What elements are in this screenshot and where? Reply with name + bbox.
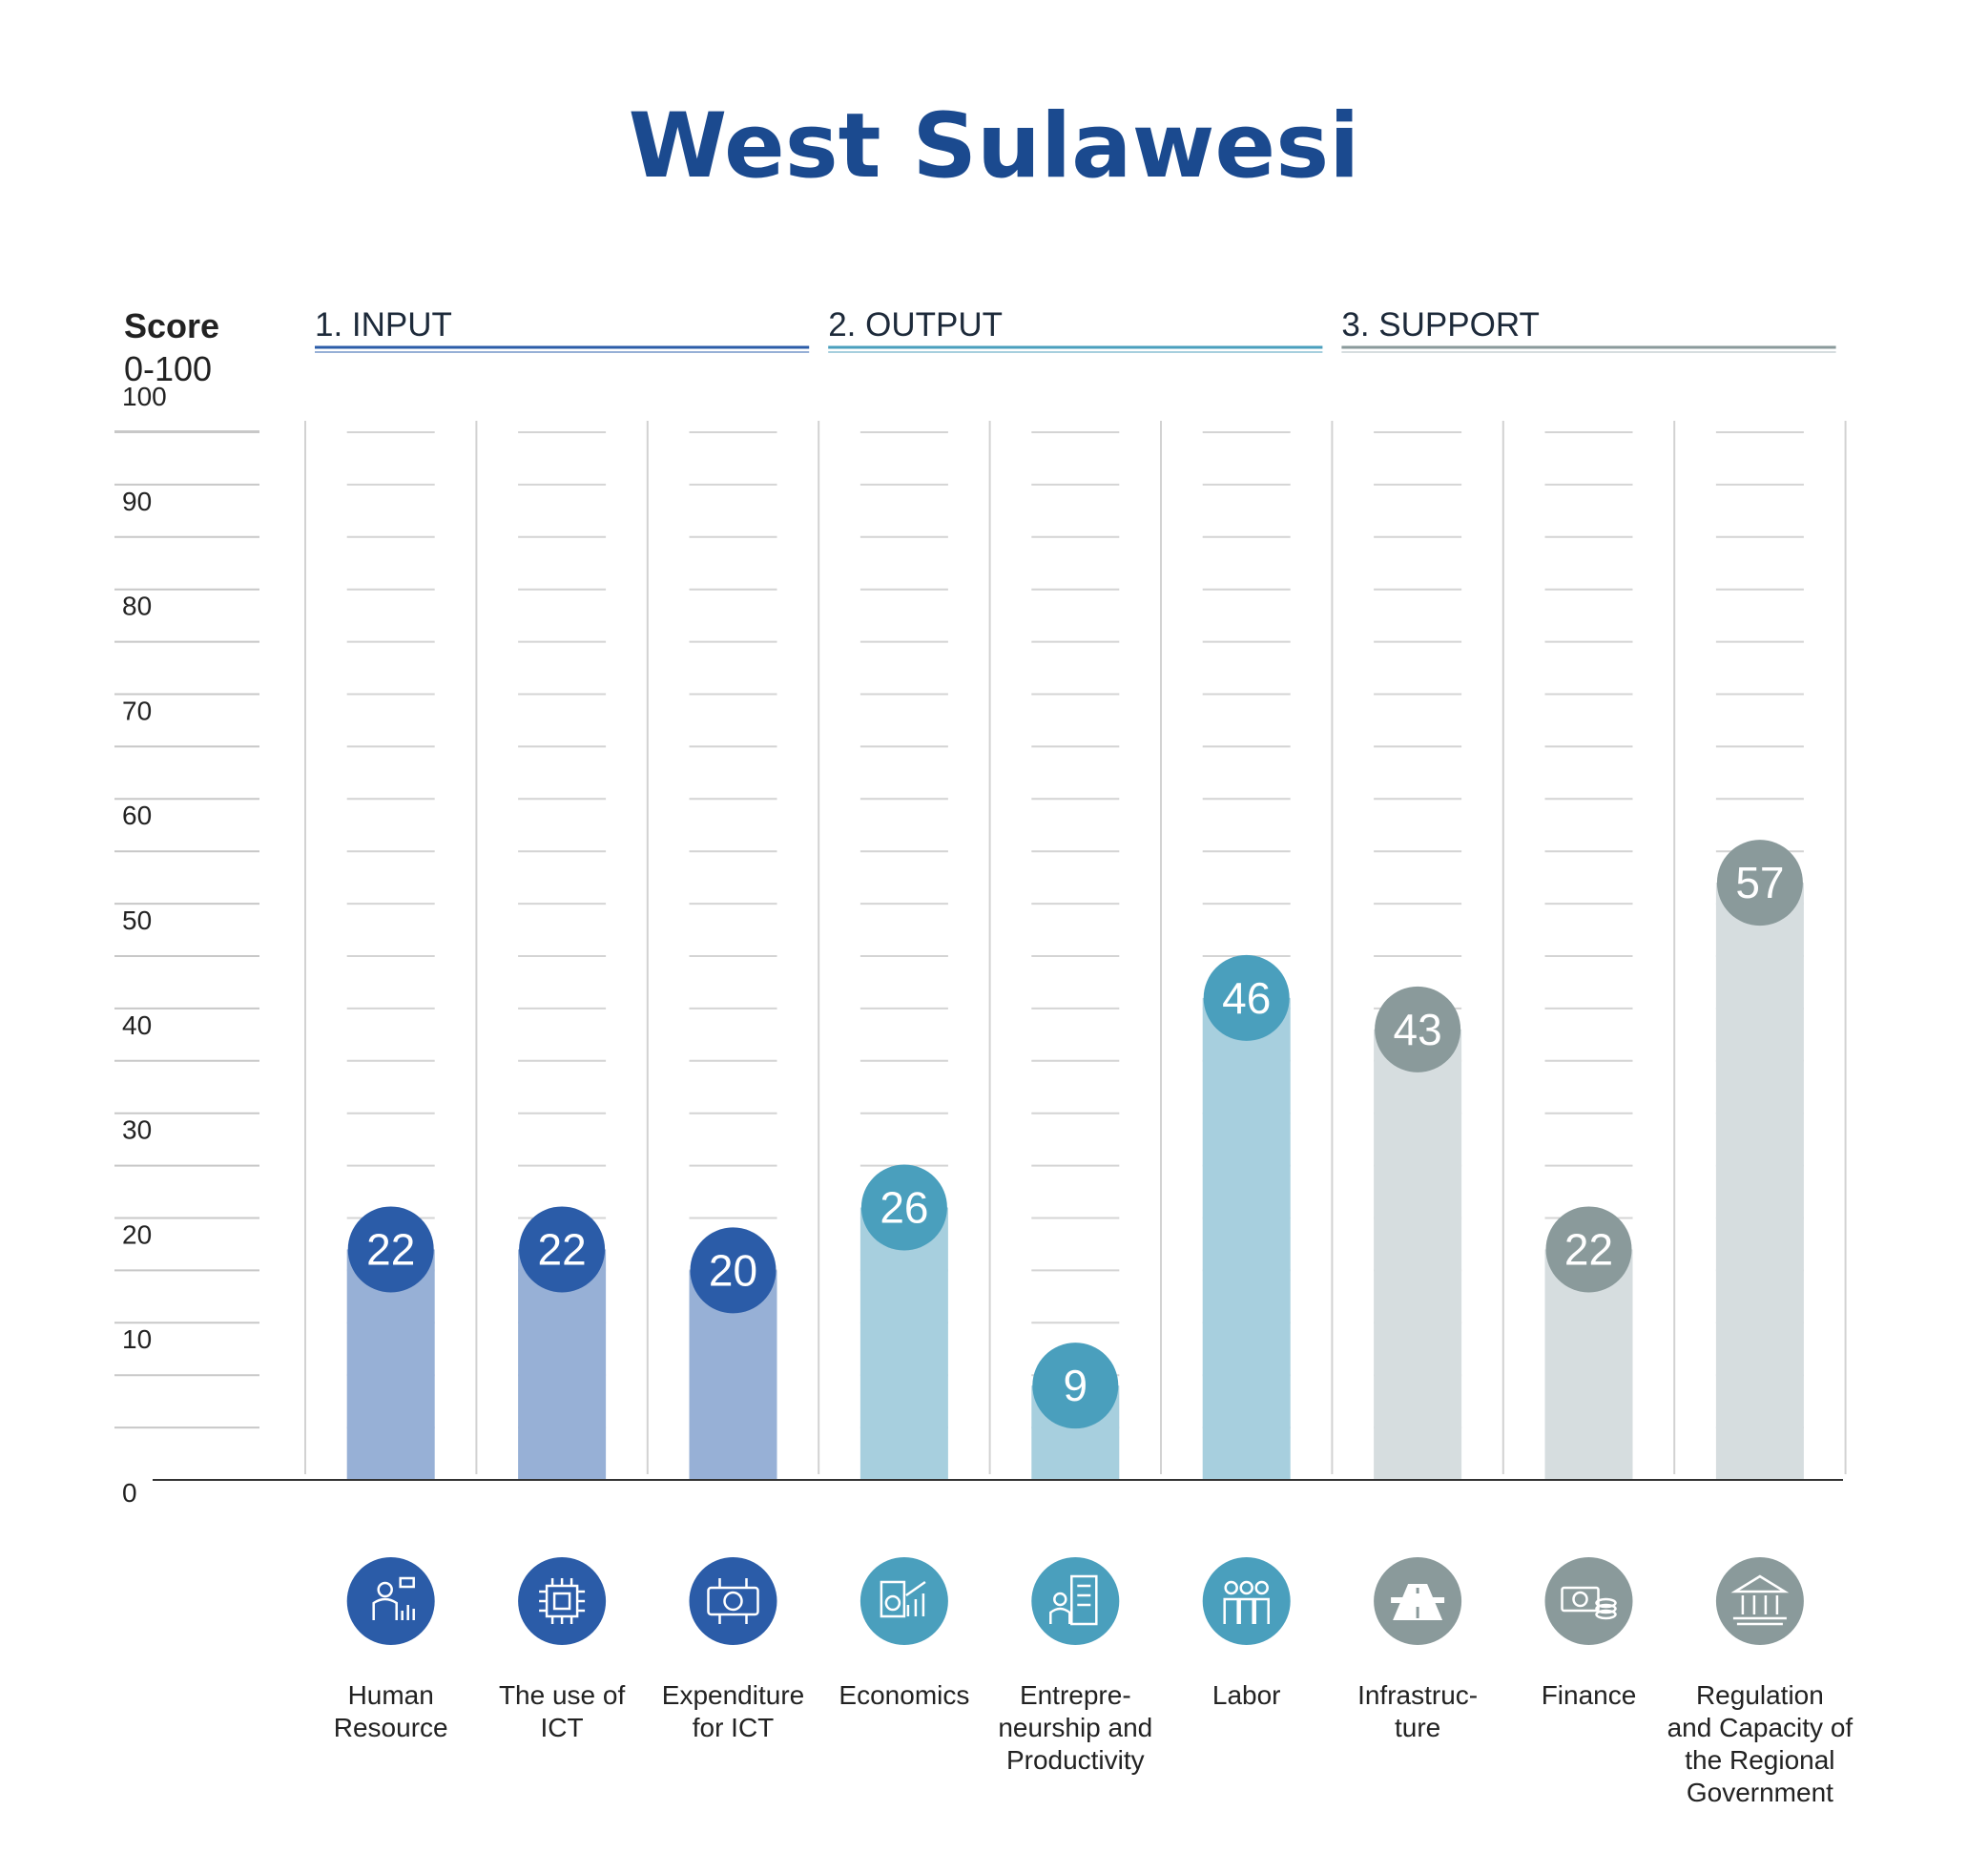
economics-chart-icon bbox=[859, 1557, 948, 1645]
value-label: 9 bbox=[1064, 1361, 1088, 1410]
y-tick-label: 100 bbox=[122, 382, 167, 411]
road-icon bbox=[1374, 1557, 1462, 1645]
value-label: 26 bbox=[880, 1183, 928, 1233]
group-header: 3. SUPPORT bbox=[1341, 306, 1539, 344]
government-building-icon bbox=[1715, 1557, 1804, 1645]
value-label: 57 bbox=[1735, 858, 1784, 907]
y-tick-label: 40 bbox=[122, 1010, 152, 1040]
value-marker bbox=[519, 1206, 606, 1293]
workers-icon bbox=[1202, 1557, 1291, 1645]
y-tick-label: 60 bbox=[122, 801, 152, 830]
value-label: 22 bbox=[366, 1224, 415, 1274]
money-circuit-icon bbox=[689, 1557, 777, 1645]
y-axis-range: 0-100 bbox=[124, 349, 212, 388]
category-label: Entrepre-neurship and Productivity bbox=[998, 1680, 1152, 1775]
bar bbox=[859, 1207, 948, 1480]
category-label: The use of ICT bbox=[499, 1680, 626, 1742]
value-label: 43 bbox=[1394, 1005, 1442, 1054]
value-marker bbox=[347, 1206, 434, 1293]
cash-coins-icon bbox=[1544, 1557, 1633, 1645]
y-ticks: 0 10 20 30 40 50 60 70 80 90 100 bbox=[122, 382, 167, 1508]
category-label: Economics bbox=[839, 1680, 969, 1710]
y-tick-label: 90 bbox=[122, 487, 152, 516]
value-marker bbox=[690, 1227, 777, 1314]
value-marker bbox=[860, 1164, 947, 1251]
category-label: Infrastruc-ture bbox=[1357, 1680, 1478, 1742]
value-label: 22 bbox=[538, 1224, 587, 1274]
y-tick-label: 10 bbox=[122, 1324, 152, 1354]
y-tick-label: 80 bbox=[122, 592, 152, 621]
group-header: 2. OUTPUT bbox=[828, 306, 1003, 344]
y-axis-label: Score bbox=[124, 306, 219, 345]
y-tick-label: 70 bbox=[122, 696, 152, 725]
bar bbox=[1374, 1029, 1462, 1480]
y-tick-label: 30 bbox=[122, 1115, 152, 1145]
group-headers: 1. INPUT 2. OUTPUT 3. SUPPORT bbox=[315, 306, 1836, 353]
value-marker bbox=[1203, 954, 1290, 1041]
category-icons bbox=[346, 1557, 1804, 1645]
category-label: Labor bbox=[1212, 1680, 1281, 1710]
value-label: 22 bbox=[1564, 1224, 1613, 1274]
bars: 22 22 20 26 9 46 43 22 57 bbox=[153, 840, 1843, 1481]
value-marker bbox=[1716, 840, 1803, 926]
bar bbox=[1715, 883, 1804, 1480]
category-label: Expenditure for ICT bbox=[662, 1680, 804, 1742]
y-tick-label: 0 bbox=[122, 1478, 137, 1508]
value-label: 46 bbox=[1222, 973, 1271, 1023]
entrepreneur-building-icon bbox=[1031, 1557, 1120, 1645]
bar bbox=[1202, 997, 1291, 1480]
x-labels: Human Resource The use of ICT Expenditure for… bbox=[334, 1680, 1853, 1807]
y-tick-label: 50 bbox=[122, 906, 152, 935]
chart-title: West Sulawesi bbox=[629, 94, 1360, 198]
value-marker bbox=[1545, 1206, 1632, 1293]
category-label: Finance bbox=[1542, 1680, 1637, 1710]
value-label: 20 bbox=[709, 1245, 757, 1295]
y-tick-label: 20 bbox=[122, 1219, 152, 1249]
value-marker bbox=[1375, 986, 1461, 1072]
chip-icon bbox=[518, 1557, 607, 1645]
human-resource-icon bbox=[346, 1557, 435, 1645]
category-label: Human Resource bbox=[334, 1680, 448, 1742]
value-marker bbox=[1032, 1343, 1119, 1429]
group-header: 1. INPUT bbox=[315, 306, 452, 344]
category-label: Regulation and Capacity of the Regional Gov… bbox=[1667, 1680, 1853, 1807]
